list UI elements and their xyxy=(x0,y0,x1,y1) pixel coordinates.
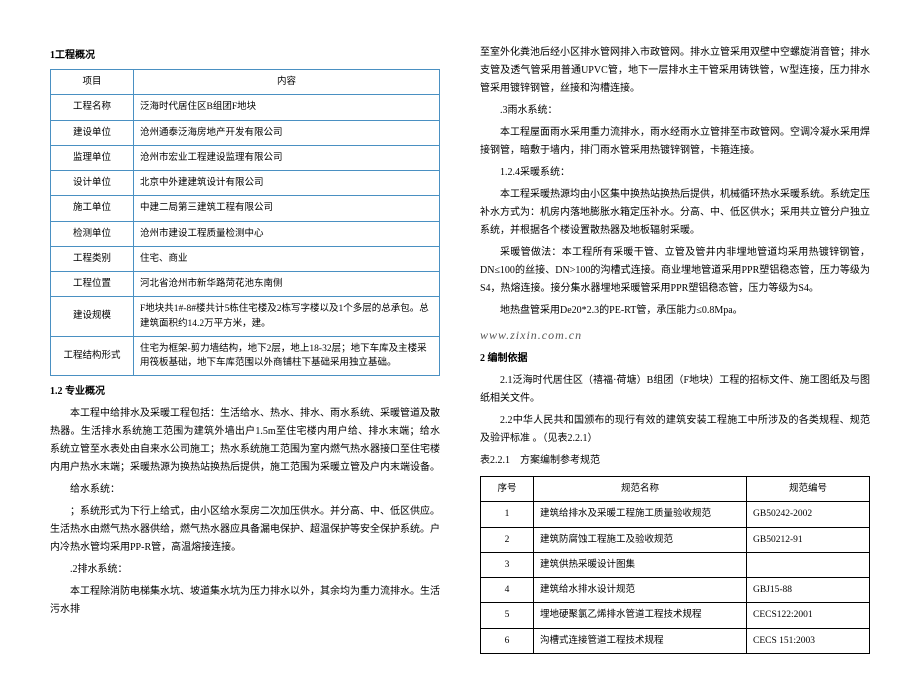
para: 采暖管做法：本工程所有采暖干管、立管及管井内非埋地管道均采用热镀锌钢管，DN≤1… xyxy=(480,244,870,298)
para: 本工程除消防电梯集水坑、坡道集水坑为压力排水以外，其余均为重力流排水。生活污水排 xyxy=(50,583,440,619)
table-row: 施工单位中建二局第三建筑工程有限公司 xyxy=(51,196,440,221)
table-row: 4建筑给水排水设计规范GBJ15-88 xyxy=(481,578,870,603)
table-row: 建设单位沧州通泰泛海房地产开发有限公司 xyxy=(51,120,440,145)
para: 本工程中给排水及采暖工程包括：生活给水、热水、排水、雨水系统、采暖管道及散热器。… xyxy=(50,405,440,477)
table-row: 工程结构形式住宅为框架-剪力墙结构，地下2层，地上18-32层；地下车库及主楼采… xyxy=(51,336,440,376)
para: 本工程采暖热源均由小区集中换热站换热后提供，机械循环热水采暖系统。系统定压补水方… xyxy=(480,186,870,240)
table-row: 1建筑给排水及采暖工程施工质量验收规范GB50242-2002 xyxy=(481,502,870,527)
table-row: 2建筑防腐蚀工程施工及验收规范GB50212-91 xyxy=(481,527,870,552)
para: 2.2中华人民共和国颁布的现行有效的建筑安装工程施工中所涉及的各类规程、规范及验… xyxy=(480,412,870,448)
para: 给水系统： xyxy=(50,481,440,499)
table-row: 3建筑供热采暖设计图集 xyxy=(481,552,870,577)
project-info-table: 项目 内容 工程名称泛海时代居住区B组团F地块 建设单位沧州通泰泛海房地产开发有… xyxy=(50,69,440,376)
table-row: 检测单位沧州市建设工程质量检测中心 xyxy=(51,221,440,246)
para: 地热盘管采用De20*2.3的PE-RT管，承压能力≤0.8Mpa。 xyxy=(480,302,870,320)
para: 2.1泛海时代居住区（禧福·荷塘）B组团（F地块）工程的招标文件、施工图纸及与图… xyxy=(480,372,870,408)
spec-reference-table: 序号 规范名称 规范编号 1建筑给排水及采暖工程施工质量验收规范GB50242-… xyxy=(480,476,870,654)
section-1-2-heading: 1.2 专业概况 xyxy=(50,382,440,397)
section-1-heading: 1工程概况 xyxy=(50,46,440,61)
table-row: 监理单位沧州市宏业工程建设监理有限公司 xyxy=(51,145,440,170)
para: ；系统形式为下行上给式，由小区给水泵房二次加压供水。并分高、中、低区供应。生活热… xyxy=(50,503,440,557)
para: 至室外化粪池后经小区排水管网排入市政管网。排水立管采用双壁中空螺旋消音管；排水支… xyxy=(480,44,870,98)
table-row: 6沟槽式连接管道工程技术规程CECS 151:2003 xyxy=(481,628,870,653)
table-row: 5埋地硬聚氯乙烯排水管道工程技术规程CECS122:2001 xyxy=(481,603,870,628)
info-col-project: 项目 xyxy=(51,70,134,95)
spec-col-number: 规范编号 xyxy=(747,477,870,502)
table-row: 建设规模F地块共1#-8#楼共计5栋住宅楼及2栋写字楼以及1个多层的总承包。总建… xyxy=(51,297,440,337)
table-row: 设计单位北京中外建建筑设计有限公司 xyxy=(51,171,440,196)
para: .3雨水系统： xyxy=(480,102,870,120)
spec-col-index: 序号 xyxy=(481,477,534,502)
table-row: 工程位置河北省沧州市新华路菏花池东南侧 xyxy=(51,272,440,297)
para: 1.2.4采暖系统： xyxy=(480,164,870,182)
para: .2排水系统： xyxy=(50,561,440,579)
table-caption: 表2.2.1 方案编制参考规范 xyxy=(480,452,870,470)
table-row: 工程名称泛海时代居住区B组团F地块 xyxy=(51,95,440,120)
table-row: 工程类别住宅、商业 xyxy=(51,246,440,271)
info-col-content: 内容 xyxy=(134,70,440,95)
section-2-heading: 2 编制依据 xyxy=(480,349,870,364)
para: 本工程屋面雨水采用重力流排水，雨水经雨水立管排至市政管网。空调冷凝水采用焊接钢管… xyxy=(480,124,870,160)
watermark-text: www.zixin.com.cn xyxy=(480,328,870,343)
spec-col-name: 规范名称 xyxy=(534,477,747,502)
